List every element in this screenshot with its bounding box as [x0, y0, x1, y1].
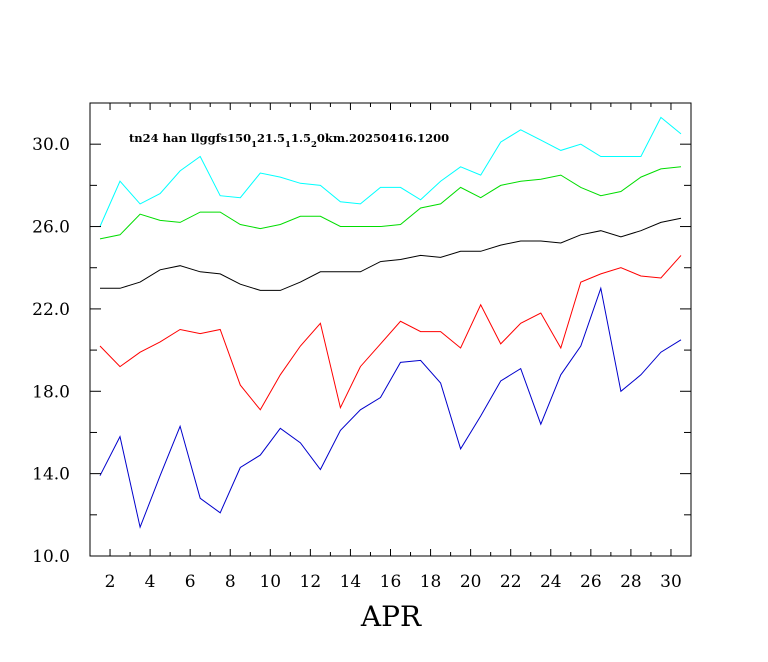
chart-title: tn24 han llggfs150121.511.520km.20250416…	[129, 131, 449, 150]
series-group	[99, 116, 682, 529]
series-line-2	[99, 166, 682, 240]
chart-title-part: 1	[285, 140, 291, 150]
series-line-1	[99, 116, 682, 227]
chart-title-part: 1	[251, 140, 257, 150]
x-tick-label: 16	[380, 572, 402, 592]
chart-title-part: tn24 han llggfs150	[129, 131, 251, 145]
chart-title-part: 1.5	[291, 131, 311, 145]
x-tick-label: 20	[460, 572, 482, 592]
x-tick-label: 14	[340, 572, 362, 592]
y-tick-label: 10.0	[32, 547, 70, 567]
y-tick-labels: 10.0 14.0 18.0 22.0 26.0 30.0	[32, 135, 70, 567]
x-tick-label: 22	[500, 572, 522, 592]
y-tick-label: 18.0	[32, 382, 70, 402]
x-tick-label: 24	[540, 572, 562, 592]
x-tick-label: 2	[105, 572, 116, 592]
x-tick-label: 12	[300, 572, 322, 592]
x-tick-label: 30	[660, 572, 682, 592]
x-axis-label: APR	[360, 600, 422, 633]
series-line-5	[99, 286, 682, 529]
x-tick-label: 26	[580, 572, 602, 592]
y-tick-label: 26.0	[32, 218, 70, 238]
ticks-group	[89, 102, 692, 557]
x-tick-label: 10	[259, 572, 281, 592]
series-line-4	[99, 255, 682, 411]
x-tick-label: 8	[225, 572, 236, 592]
y-tick-label: 14.0	[32, 465, 70, 485]
chart-title-part: 21.5	[257, 131, 285, 145]
y-tick-label: 30.0	[32, 135, 70, 155]
x-tick-label: 6	[185, 572, 196, 592]
y-tick-label: 22.0	[32, 300, 70, 320]
chart-title-part: 0km.20250416.1200	[317, 131, 449, 145]
x-tick-label: 28	[620, 572, 642, 592]
chart-title-part: 2	[311, 140, 317, 150]
x-tick-label: 18	[420, 572, 442, 592]
x-tick-label: 4	[145, 572, 156, 592]
x-tick-labels: 2 4 6 8 10 12 14 16 18 20 22 24 26 28 30	[105, 572, 682, 592]
series-line-3	[100, 217, 682, 291]
